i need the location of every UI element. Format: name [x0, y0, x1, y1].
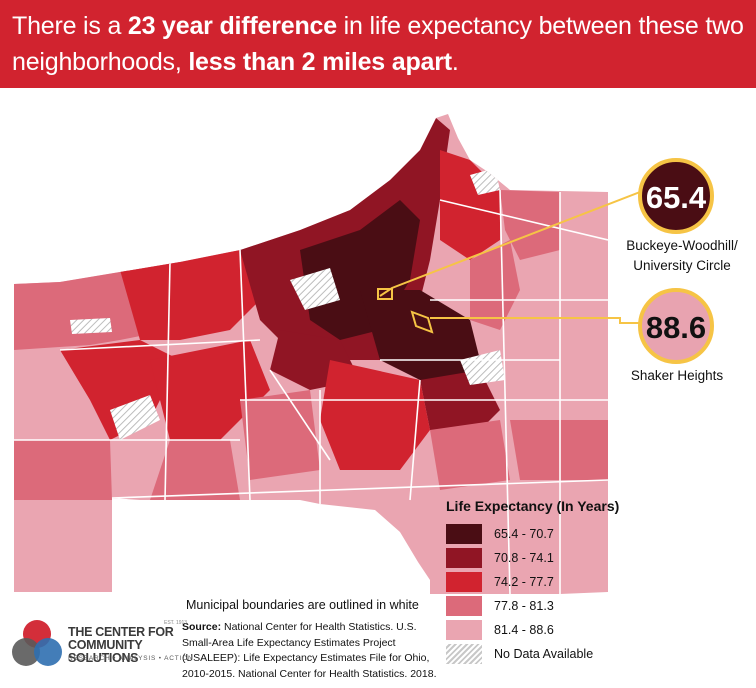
legend-title: Life Expectancy (In Years): [446, 498, 620, 514]
logo-established: EST. 1913: [164, 620, 188, 626]
headline-emphasis-difference: 23 year difference: [127, 12, 337, 40]
legend-swatch: [446, 548, 482, 568]
headline-text: There is a: [12, 12, 128, 40]
callout-line-shaker: [430, 317, 640, 324]
callout-value-shaker: 88.6: [646, 310, 706, 345]
organization-logo: EST. 1913 THE CENTER FOR COMMUNITY SOLUT…: [8, 616, 193, 676]
callout-label-line: Shaker Heights: [630, 368, 724, 383]
headline-text: in life expectancy between these two nei…: [12, 12, 744, 76]
legend-item: 70.8 - 74.1: [446, 546, 746, 570]
legend-label: No Data Available: [494, 647, 594, 661]
callout-lines: [377, 191, 641, 334]
source-text: National Center for Health Statistics. U…: [182, 621, 437, 680]
logo-circles-icon: [12, 620, 62, 666]
source-citation: Source: National Center for Health Stati…: [182, 620, 438, 682]
headline-emphasis-distance: less than 2 miles apart: [188, 48, 452, 76]
legend-swatch: [446, 524, 482, 544]
source-label: Source:: [182, 621, 222, 633]
legend-label: 77.8 - 81.3: [494, 599, 554, 613]
legend-label: 81.4 - 88.6: [494, 623, 554, 637]
legend-label: 70.8 - 74.1: [494, 551, 554, 565]
headline-banner: There is a 23 year difference in life ex…: [0, 0, 756, 88]
headline-text: .: [451, 48, 459, 76]
logo-tagline: RESEARCH • ANALYSIS • ACTION: [68, 655, 194, 662]
legend-swatch: [446, 572, 482, 592]
municipal-boundaries-note: Municipal boundaries are outlined in whi…: [186, 598, 419, 612]
legend-item: No Data Available: [446, 642, 746, 666]
callout-shaker: 88.6: [638, 288, 714, 364]
legend-item: 74.2 - 77.7: [446, 570, 746, 594]
life-expectancy-map: 65.4 88.6: [14, 114, 714, 594]
legend-item: 81.4 - 88.6: [446, 618, 746, 642]
logo-name: THE CENTER FOR COMMUNITY SOLUTIONS: [68, 626, 184, 665]
legend-swatch-hatch: [446, 644, 482, 664]
legend-label: 74.2 - 77.7: [494, 575, 554, 589]
legend-swatch: [446, 596, 482, 616]
shaker-area-marker: [410, 310, 434, 334]
callout-circle-shaker: [638, 288, 714, 364]
buckeye-area-marker: [377, 288, 393, 300]
callout-label-buckeye: Buckeye-Woodhill/ University Circle: [612, 236, 752, 276]
logo-name-line: THE CENTER FOR: [68, 625, 174, 639]
callout-label-line: University Circle: [633, 258, 731, 273]
callout-label-line: Buckeye-Woodhill/: [626, 238, 738, 253]
callout-buckeye: 65.4: [638, 158, 714, 234]
logo-name-line: COMMUNITY SOLUTIONS: [68, 638, 143, 665]
legend-item: 65.4 - 70.7: [446, 522, 746, 546]
headline: There is a 23 year difference in life ex…: [12, 8, 752, 80]
callout-value-buckeye: 65.4: [646, 180, 707, 215]
callout-circle-buckeye: [638, 158, 714, 234]
callout-label-shaker: Shaker Heights: [612, 366, 742, 386]
legend-swatch: [446, 620, 482, 640]
legend-item: 77.8 - 81.3: [446, 594, 746, 618]
legend-label: 65.4 - 70.7: [494, 527, 554, 541]
legend: Life Expectancy (In Years) 65.4 - 70.7 7…: [446, 498, 746, 666]
